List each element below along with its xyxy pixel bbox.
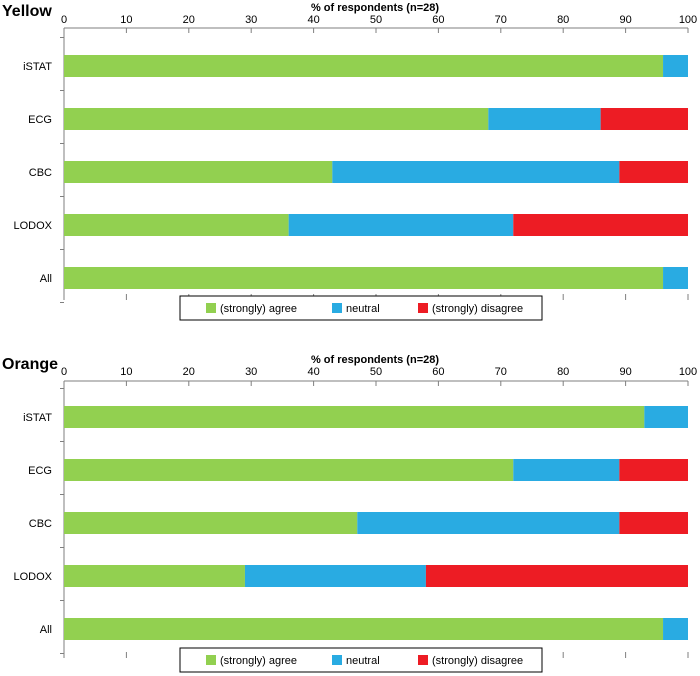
x-tick-label: 30 xyxy=(245,14,257,26)
x-tick-label: 90 xyxy=(619,366,631,378)
bar-neutral-ecg xyxy=(488,108,601,130)
panel-title: Orange xyxy=(2,356,58,373)
bar-agree-lodox xyxy=(64,214,289,236)
bar-agree-cbc xyxy=(64,161,333,183)
x-tick-label: 60 xyxy=(432,366,444,378)
x-tick-label: 20 xyxy=(183,366,195,378)
chart-panel-yellow: Yellow % of respondents (n=28) 0 10 20 30 40… xyxy=(2,2,697,321)
bar-neutral-lodox xyxy=(244,565,426,587)
x-tick-label: 10 xyxy=(120,14,132,26)
legend-swatch-agree xyxy=(206,303,216,313)
y-category-label: iSTAT xyxy=(23,412,52,424)
bar-disagree-cbc xyxy=(619,161,688,183)
legend-box xyxy=(179,295,543,321)
y-category-label: ECG xyxy=(28,114,52,126)
chart-panel-orange: Orange % of respondents (n=28) 0 10 20 30 40… xyxy=(2,354,697,673)
bar-disagree-cbc xyxy=(619,512,688,534)
bar-agree-ecg xyxy=(64,459,514,481)
bar-neutral-cbc xyxy=(357,512,620,534)
y-category-label: LODOX xyxy=(13,220,52,232)
x-tick-label: 10 xyxy=(120,366,132,378)
x-tick-label: 40 xyxy=(307,14,319,26)
bar-neutral-ecg xyxy=(513,459,620,481)
bar-agree-ecg xyxy=(64,108,489,130)
x-tick-label: 60 xyxy=(432,14,444,26)
x-tick-label: 30 xyxy=(245,366,257,378)
legend-swatch-agree xyxy=(206,655,216,665)
bar-neutral-all xyxy=(663,618,688,640)
x-tick-label: 0 xyxy=(61,14,67,26)
bar-neutral-istat xyxy=(644,406,688,428)
x-axis-title: % of respondents (n=28) xyxy=(311,354,439,366)
x-tick-label: 70 xyxy=(495,366,507,378)
legend-label-agree: (strongly) agree xyxy=(220,303,297,315)
x-tick-label: 40 xyxy=(307,366,319,378)
legend: (strongly) agree neutral (strongly) disagr… xyxy=(179,647,543,673)
x-tick-label: 50 xyxy=(370,366,382,378)
bar-neutral-lodox xyxy=(288,214,514,236)
bar-disagree-ecg xyxy=(619,459,688,481)
bar-agree-istat xyxy=(64,406,645,428)
y-category-label: CBC xyxy=(29,518,52,530)
legend-label-neutral: neutral xyxy=(346,303,380,315)
y-category-label: LODOX xyxy=(13,571,52,583)
bar-neutral-all xyxy=(663,267,688,289)
x-tick-label: 20 xyxy=(183,14,195,26)
y-category-label: iSTAT xyxy=(23,61,52,73)
x-tick-label: 100 xyxy=(679,14,697,26)
y-category-label: All xyxy=(40,624,52,636)
bar-disagree-lodox xyxy=(513,214,688,236)
x-tick-label: 90 xyxy=(619,14,631,26)
legend: (strongly) agree neutral (strongly) disagr… xyxy=(179,295,543,321)
bar-neutral-cbc xyxy=(332,161,620,183)
x-tick-label: 50 xyxy=(370,14,382,26)
legend-label-agree: (strongly) agree xyxy=(220,655,297,667)
legend-label-disagree: (strongly) disagree xyxy=(432,303,523,315)
bar-agree-lodox xyxy=(64,565,245,587)
bar-neutral-istat xyxy=(663,55,688,77)
y-category-label: CBC xyxy=(29,167,52,179)
bar-agree-istat xyxy=(64,55,664,77)
bar-disagree-lodox xyxy=(425,565,688,587)
x-tick-label: 0 xyxy=(61,366,67,378)
bar-agree-cbc xyxy=(64,512,358,534)
legend-swatch-disagree xyxy=(418,303,428,313)
x-tick-label: 70 xyxy=(495,14,507,26)
legend-label-neutral: neutral xyxy=(346,655,380,667)
legend-swatch-neutral xyxy=(332,303,342,313)
bar-agree-all xyxy=(64,267,664,289)
y-category-label: All xyxy=(40,273,52,285)
y-category-label: ECG xyxy=(28,465,52,477)
bar-disagree-ecg xyxy=(600,108,688,130)
x-tick-label: 80 xyxy=(557,366,569,378)
legend-label-disagree: (strongly) disagree xyxy=(432,655,523,667)
bar-agree-all xyxy=(64,618,664,640)
x-axis-title: % of respondents (n=28) xyxy=(311,2,439,14)
legend-swatch-disagree xyxy=(418,655,428,665)
legend-box xyxy=(179,647,543,673)
legend-swatch-neutral xyxy=(332,655,342,665)
x-tick-label: 80 xyxy=(557,14,569,26)
panel-title: Yellow xyxy=(2,3,52,20)
x-tick-label: 100 xyxy=(679,366,697,378)
